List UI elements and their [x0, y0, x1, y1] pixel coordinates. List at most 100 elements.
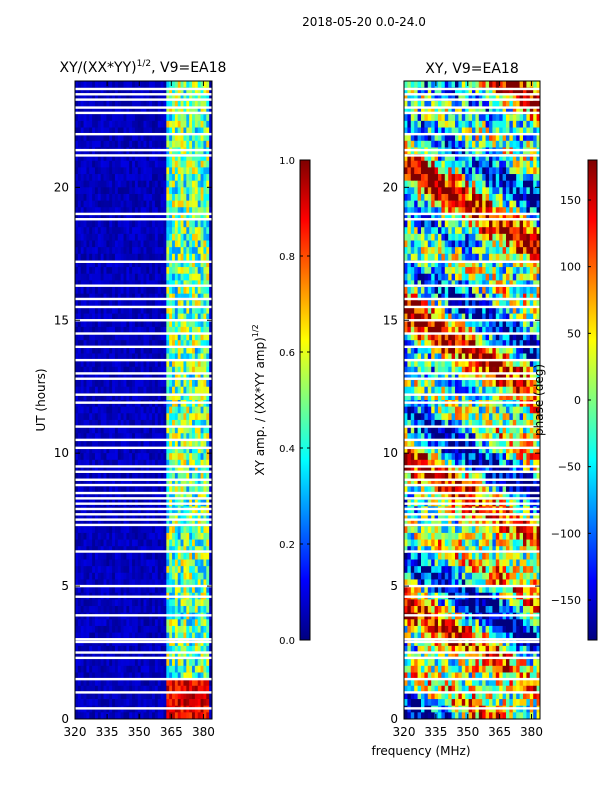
heatmap-cell — [134, 606, 139, 614]
heatmap-cell — [163, 240, 167, 248]
heatmap-cell — [86, 619, 90, 627]
heatmap-cell — [160, 380, 164, 388]
heatmap-cell — [448, 100, 452, 108]
heatmap-cell — [206, 625, 210, 634]
heatmap-cell — [77, 426, 82, 434]
heatmap-cell — [180, 433, 184, 441]
heatmap-cell — [120, 586, 124, 594]
heatmap-cell — [146, 300, 150, 308]
heatmap-cell — [89, 619, 93, 627]
heatmap-cell — [114, 446, 119, 454]
heatmap-cell — [172, 373, 176, 381]
heatmap-cell — [186, 320, 190, 328]
heatmap-cell — [427, 87, 432, 95]
heatmap-cell — [123, 486, 127, 494]
heatmap-cell — [89, 606, 93, 614]
heatmap-cell — [137, 87, 142, 95]
heatmap-cell — [86, 94, 90, 102]
heatmap-cell — [174, 193, 179, 202]
heatmap-cell — [100, 406, 104, 414]
heatmap-cell — [206, 606, 210, 614]
heatmap-cell — [189, 519, 193, 527]
heatmap-cell — [192, 346, 196, 354]
heatmap-cell — [97, 439, 102, 447]
heatmap-cell — [80, 712, 84, 719]
heatmap-cell — [149, 140, 153, 148]
heatmap-cell — [160, 672, 164, 680]
heatmap-cell — [129, 174, 133, 182]
heatmap-cell — [174, 207, 179, 215]
heatmap-cell — [114, 645, 119, 653]
heatmap-cell — [509, 120, 514, 128]
heatmap-cell — [183, 193, 187, 202]
heatmap-cell — [203, 187, 207, 195]
heatmap-cell — [160, 353, 164, 361]
heatmap-cell — [174, 512, 179, 521]
heatmap-cell — [192, 652, 196, 660]
heatmap-cell — [194, 154, 199, 162]
heatmap-cell — [163, 712, 167, 719]
heatmap-cell — [137, 386, 142, 394]
heatmap-cell — [89, 227, 93, 235]
heatmap-cell — [163, 140, 167, 148]
heatmap-cell — [143, 326, 147, 334]
heatmap-cell — [163, 439, 167, 447]
heatmap-cell — [112, 293, 116, 301]
heatmap-cell — [92, 333, 96, 341]
heatmap-cell — [80, 360, 84, 368]
heatmap-cell — [117, 699, 122, 707]
heatmap-cell — [186, 233, 190, 241]
heatmap-cell — [80, 466, 84, 474]
heatmap-cell — [75, 386, 79, 394]
heatmap-cell — [160, 346, 164, 354]
heatmap-cell — [83, 267, 87, 275]
heatmap-cell — [169, 333, 173, 341]
heatmap-cell — [83, 665, 87, 673]
heatmap-cell — [80, 81, 84, 89]
heatmap-cell — [143, 572, 147, 580]
heatmap-cell — [129, 532, 133, 540]
heatmap-cell — [160, 526, 164, 534]
heatmap-cell — [123, 167, 127, 175]
heatmap-cell — [89, 127, 93, 135]
heatmap-cell — [203, 134, 207, 142]
heatmap-cell — [512, 94, 517, 102]
heatmap-cell — [137, 519, 142, 527]
heatmap-cell — [200, 406, 204, 414]
heatmap-cell — [114, 685, 119, 693]
heatmap-cell — [134, 493, 139, 501]
heatmap-cell — [106, 526, 110, 534]
heatmap-cell — [174, 566, 179, 574]
heatmap-cell — [77, 160, 82, 168]
heatmap-cell — [75, 260, 79, 268]
heatmap-cell — [134, 672, 139, 680]
heatmap-cell — [194, 679, 199, 687]
heatmap-cell — [132, 659, 136, 667]
heatmap-cell — [75, 94, 79, 102]
heatmap-cell — [203, 586, 207, 594]
heatmap-cell — [169, 346, 173, 354]
heatmap-cell — [183, 360, 187, 368]
heatmap-cell — [177, 599, 181, 607]
heatmap-cell — [134, 160, 139, 168]
heatmap-cell — [192, 606, 196, 614]
heatmap-cell — [533, 87, 537, 95]
heatmap-cell — [166, 519, 170, 527]
heatmap-cell — [143, 679, 147, 687]
heatmap-cell — [140, 233, 144, 241]
heatmap-cell — [160, 433, 164, 441]
heatmap-cell — [129, 220, 133, 228]
heatmap-cell — [174, 134, 179, 142]
flagged-gap — [75, 305, 212, 309]
heatmap-cell — [77, 685, 82, 693]
heatmap-cell — [109, 81, 113, 89]
heatmap-cell — [444, 120, 449, 128]
heatmap-cell — [192, 559, 196, 567]
heatmap-cell — [77, 267, 82, 275]
heatmap-cell — [177, 366, 181, 374]
heatmap-cell — [75, 619, 79, 627]
heatmap-cell — [169, 134, 173, 142]
heatmap-cell — [117, 552, 122, 560]
heatmap-cell — [189, 260, 193, 268]
heatmap-cell — [106, 293, 110, 301]
